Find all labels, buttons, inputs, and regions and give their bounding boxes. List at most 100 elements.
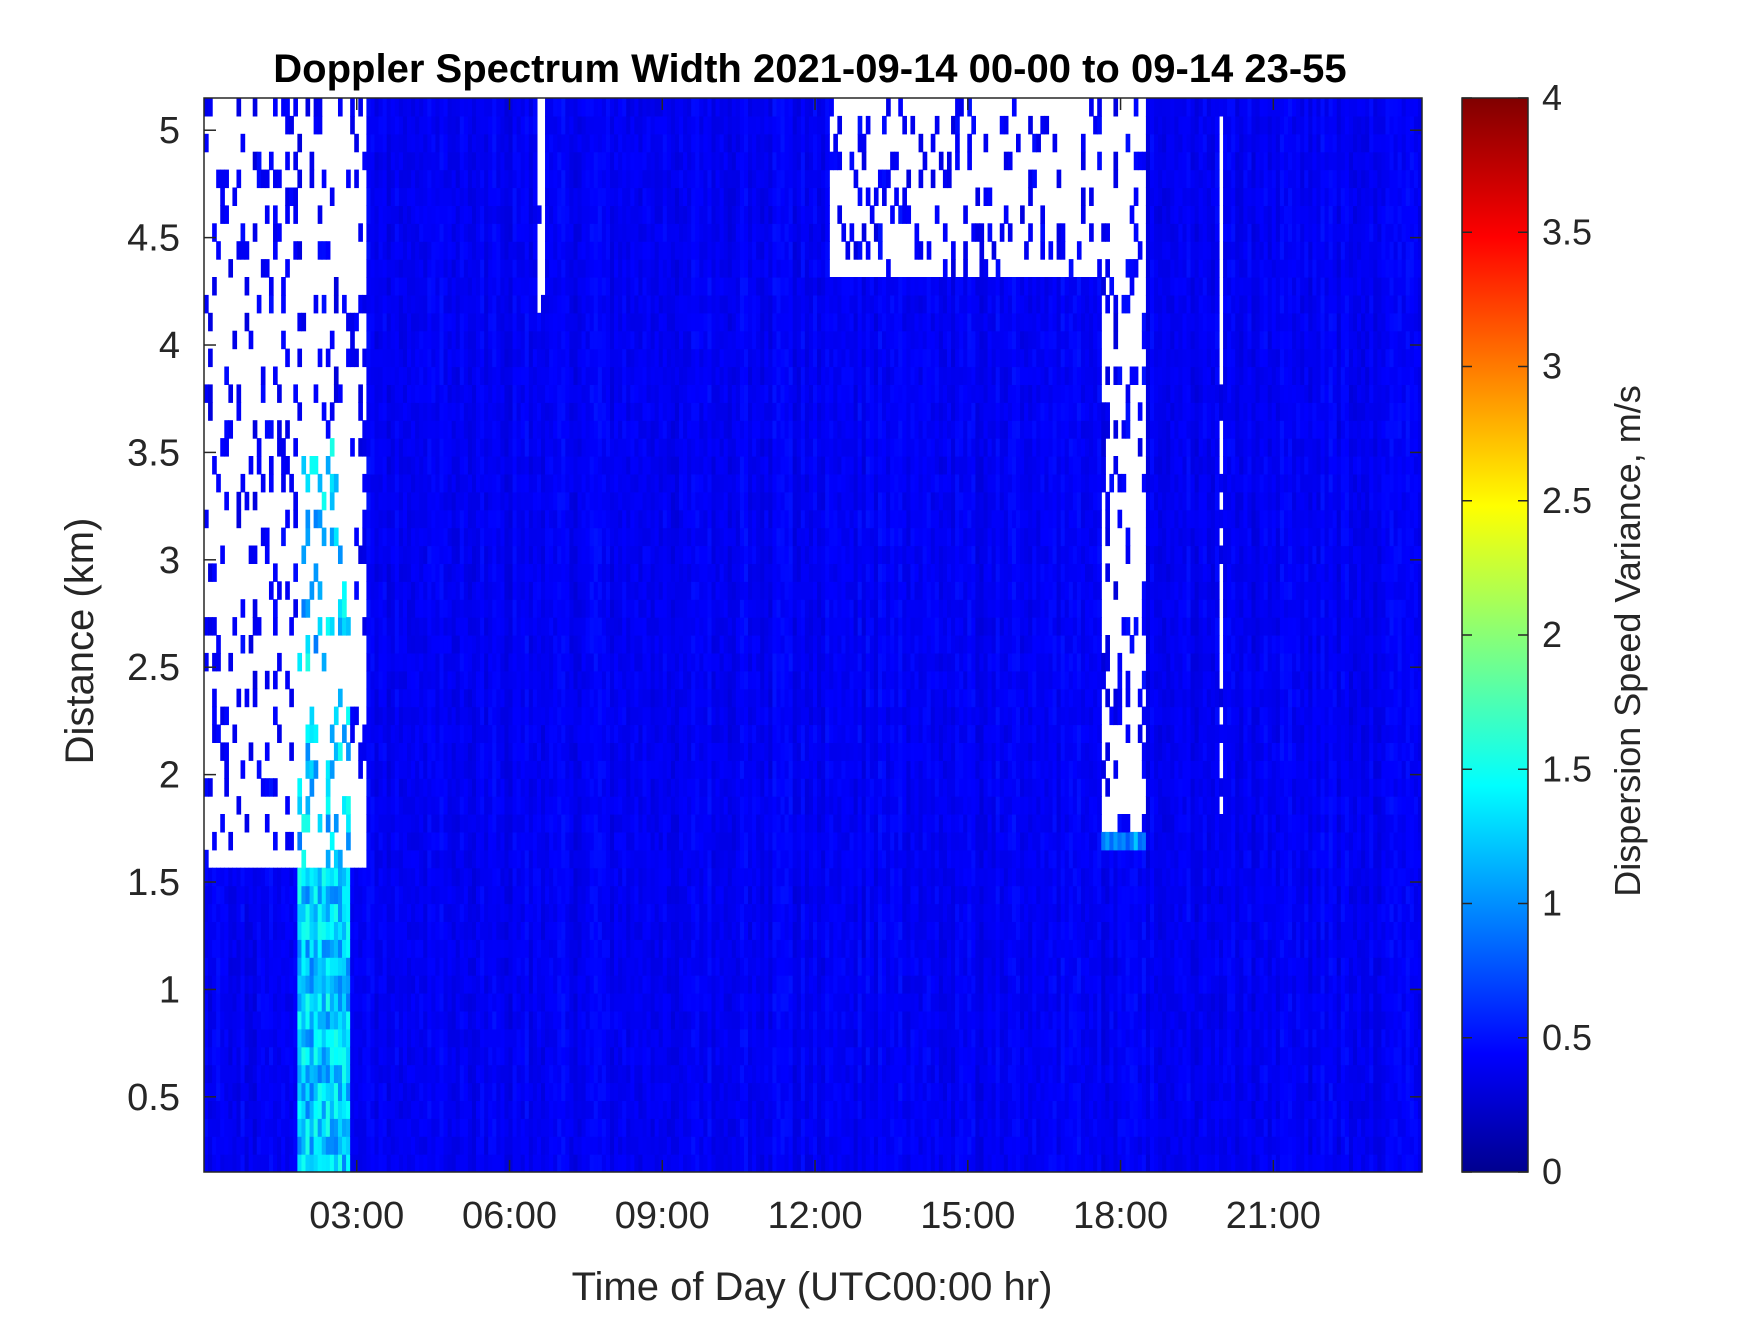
heatmap-cell: [399, 563, 404, 582]
heatmap-cell: [387, 1065, 392, 1084]
heatmap-cell: [582, 420, 587, 439]
heatmap-cell: [245, 886, 250, 905]
heatmap-cell: [375, 456, 380, 475]
heatmap-cell: [468, 1029, 473, 1048]
heatmap-cell: [517, 1047, 522, 1066]
heatmap-cell: [370, 707, 375, 726]
heatmap-cell: [289, 886, 294, 905]
heatmap-cell: [610, 1154, 615, 1173]
heatmap-cell: [500, 778, 505, 797]
heatmap-cell: [383, 617, 388, 636]
heatmap-cell: [590, 367, 595, 386]
heatmap-cell: [245, 689, 250, 708]
heatmap-cell: [622, 116, 627, 134]
heatmap-cell: [419, 349, 424, 368]
heatmap-cell: [342, 1011, 347, 1030]
heatmap-cell: [212, 1136, 217, 1155]
heatmap-cell: [533, 599, 538, 618]
heatmap-cell: [586, 1047, 591, 1066]
heatmap-cell: [578, 1065, 583, 1084]
heatmap-cell: [375, 653, 380, 672]
heatmap-cell: [590, 528, 595, 547]
heatmap-cell: [557, 886, 562, 905]
heatmap-cell: [265, 886, 270, 905]
heatmap-cell: [216, 241, 221, 260]
heatmap-cell: [525, 241, 530, 260]
heatmap-cell: [565, 886, 570, 905]
heatmap-cell: [630, 635, 635, 654]
heatmap-cell: [379, 1118, 384, 1137]
heatmap-cell: [525, 1100, 530, 1119]
heatmap-cell: [350, 1154, 355, 1173]
heatmap-cell: [529, 957, 534, 976]
heatmap-cell: [460, 295, 465, 314]
heatmap-cell: [232, 1011, 237, 1030]
heatmap-cell: [423, 367, 428, 386]
heatmap-cell: [492, 152, 497, 171]
heatmap-cell: [618, 474, 623, 493]
heatmap-cell: [537, 528, 542, 547]
heatmap-cell: [407, 295, 412, 314]
heatmap-cell: [407, 617, 412, 636]
heatmap-cell: [253, 921, 258, 940]
heatmap-cell: [245, 939, 250, 958]
heatmap-cell: [626, 563, 631, 582]
heatmap-cell: [419, 689, 424, 708]
heatmap-cell: [261, 1011, 266, 1030]
heatmap-cell: [561, 1029, 566, 1048]
heatmap-cell: [569, 152, 574, 171]
heatmap-cell: [590, 188, 595, 207]
heatmap-cell: [614, 456, 619, 475]
heatmap-cell: [379, 689, 384, 708]
heatmap-cell: [362, 939, 367, 958]
heatmap-cell: [553, 886, 558, 905]
heatmap-cell: [379, 725, 384, 744]
heatmap-cell: [456, 921, 461, 940]
heatmap-cell: [521, 510, 526, 529]
heatmap-cell: [509, 188, 514, 207]
heatmap-cell: [545, 617, 550, 636]
heatmap-cell: [224, 1029, 229, 1048]
heatmap-cell: [249, 1136, 254, 1155]
heatmap-cell: [427, 653, 432, 672]
heatmap-cell: [578, 671, 583, 690]
heatmap-cell: [241, 975, 246, 994]
heatmap-cell: [366, 152, 371, 171]
heatmap-cell: [541, 402, 546, 421]
heatmap-cell: [484, 563, 489, 582]
heatmap-cell: [590, 474, 595, 493]
heatmap-cell: [460, 1029, 465, 1048]
heatmap-cell: [602, 528, 607, 547]
heatmap-cell: [411, 760, 416, 779]
heatmap-cell: [269, 1029, 274, 1048]
heatmap-cell: [630, 653, 635, 672]
heatmap-cell: [285, 510, 290, 529]
heatmap-cell: [439, 223, 444, 242]
heatmap-cell: [500, 277, 505, 296]
heatmap-cell: [630, 420, 635, 439]
heatmap-cell: [565, 778, 570, 797]
heatmap-cell: [529, 760, 534, 779]
heatmap-cell: [553, 778, 558, 797]
heatmap-cell: [504, 205, 509, 224]
heatmap-cell: [500, 420, 505, 439]
heatmap-cell: [533, 1083, 538, 1102]
heatmap-cell: [525, 760, 530, 779]
heatmap-cell: [557, 993, 562, 1012]
heatmap-cell: [476, 116, 481, 134]
heatmap-cell: [529, 814, 534, 833]
heatmap-cell: [439, 420, 444, 439]
heatmap-cell: [598, 904, 603, 923]
heatmap-cell: [391, 367, 396, 386]
heatmap-cell: [557, 599, 562, 618]
heatmap-cell: [318, 1083, 323, 1102]
heatmap-cell: [602, 671, 607, 690]
heatmap-cell: [427, 921, 432, 940]
heatmap-cell: [318, 939, 323, 958]
heatmap-cell: [533, 563, 538, 582]
heatmap-cell: [521, 563, 526, 582]
heatmap-cell: [614, 868, 619, 887]
heatmap-cell: [330, 1011, 335, 1030]
heatmap-cell: [370, 1136, 375, 1155]
heatmap-cell: [407, 581, 412, 600]
